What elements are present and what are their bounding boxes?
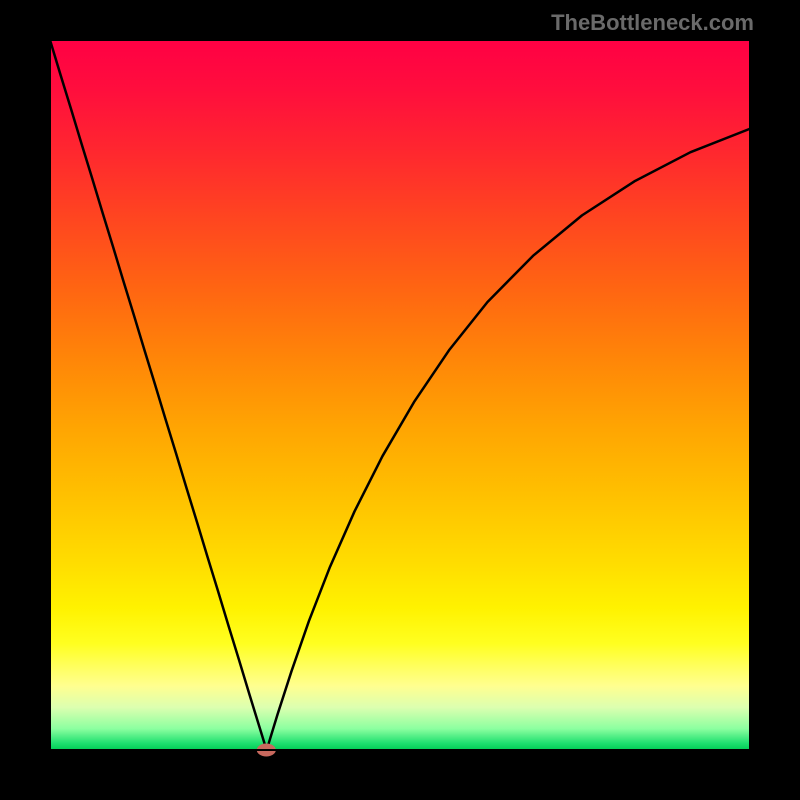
bottleneck-chart: TheBottleneck.com bbox=[0, 0, 800, 800]
attribution-text: TheBottleneck.com bbox=[551, 10, 754, 35]
plot-background-gradient bbox=[50, 40, 750, 750]
